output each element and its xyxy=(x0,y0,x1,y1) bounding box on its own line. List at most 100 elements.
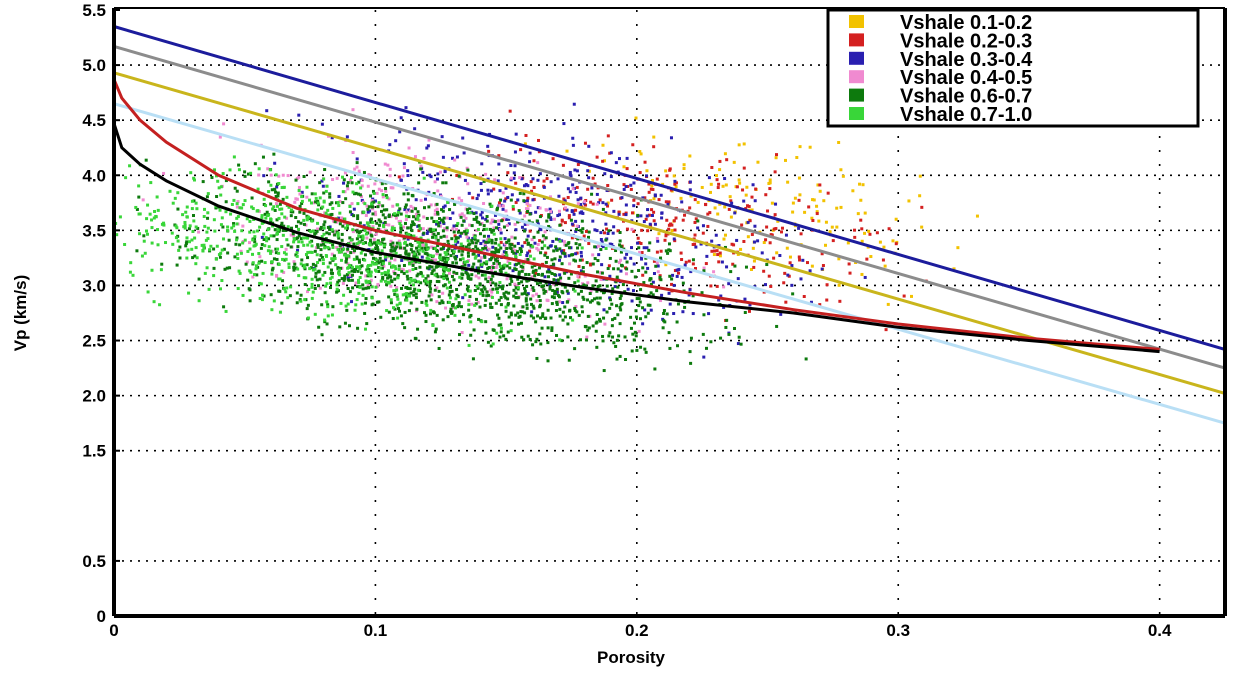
data-point xyxy=(540,240,544,244)
data-point xyxy=(360,238,364,242)
data-point xyxy=(398,221,402,225)
data-point xyxy=(407,309,411,313)
data-point xyxy=(709,182,713,186)
data-point xyxy=(657,198,661,202)
data-point xyxy=(389,279,393,283)
data-point xyxy=(382,264,386,268)
data-point xyxy=(353,268,357,272)
data-point xyxy=(170,231,174,235)
data-point xyxy=(619,245,623,249)
data-point xyxy=(574,252,578,256)
data-point xyxy=(790,264,794,268)
data-point xyxy=(710,239,714,243)
data-point xyxy=(286,174,290,178)
data-point xyxy=(536,161,540,165)
data-point xyxy=(608,298,612,302)
data-point xyxy=(512,171,516,175)
data-point xyxy=(264,216,268,220)
data-point xyxy=(487,240,491,244)
data-point xyxy=(299,237,303,241)
data-point xyxy=(364,297,368,301)
data-point xyxy=(343,171,347,175)
data-point xyxy=(403,208,407,212)
data-point xyxy=(428,284,432,288)
data-point xyxy=(514,200,518,204)
data-point xyxy=(396,273,400,277)
data-point xyxy=(328,286,332,290)
data-point xyxy=(297,227,301,231)
data-point xyxy=(625,167,629,171)
data-point xyxy=(306,303,310,307)
data-point xyxy=(262,197,266,201)
data-point xyxy=(884,328,888,332)
data-point xyxy=(430,293,434,297)
data-point xyxy=(386,163,390,167)
data-point xyxy=(528,337,532,341)
data-point xyxy=(536,206,540,210)
data-point xyxy=(240,206,244,210)
data-point xyxy=(595,229,599,233)
data-point xyxy=(284,290,288,294)
data-point xyxy=(295,301,299,305)
data-point xyxy=(393,258,397,262)
data-point xyxy=(497,154,501,158)
data-point xyxy=(416,249,420,253)
data-point xyxy=(429,203,433,207)
data-point xyxy=(343,217,347,221)
data-point xyxy=(280,212,284,216)
data-point xyxy=(614,161,618,165)
data-point xyxy=(437,280,441,284)
data-point xyxy=(752,259,756,263)
data-point xyxy=(372,191,376,195)
data-point xyxy=(475,284,479,288)
data-point xyxy=(547,268,551,272)
data-point xyxy=(632,338,636,342)
data-point xyxy=(528,229,532,233)
data-point xyxy=(597,253,601,257)
data-point xyxy=(716,253,720,257)
data-point xyxy=(641,322,645,326)
data-point xyxy=(340,232,344,236)
data-point xyxy=(720,260,724,264)
data-point xyxy=(642,281,646,285)
data-point xyxy=(389,298,393,302)
data-point xyxy=(338,244,342,248)
data-point xyxy=(472,328,476,332)
data-point xyxy=(647,213,651,217)
data-point xyxy=(311,268,315,272)
data-point xyxy=(401,293,405,297)
data-point xyxy=(494,265,498,269)
data-point xyxy=(381,213,385,217)
data-point xyxy=(654,264,658,268)
data-point xyxy=(324,211,328,215)
data-point xyxy=(277,174,281,178)
data-point xyxy=(315,229,319,233)
data-point xyxy=(565,208,569,212)
data-point xyxy=(555,333,559,337)
data-point xyxy=(373,182,377,186)
data-point xyxy=(616,313,620,317)
data-point xyxy=(352,242,356,246)
data-point xyxy=(480,216,484,220)
data-point xyxy=(396,316,400,320)
data-point xyxy=(394,139,398,143)
data-point xyxy=(691,258,695,262)
data-point xyxy=(278,289,282,293)
data-point xyxy=(388,174,392,178)
data-point xyxy=(467,263,471,267)
data-point xyxy=(524,183,528,187)
data-point xyxy=(464,227,468,231)
data-point xyxy=(484,331,488,335)
data-point xyxy=(415,246,419,250)
data-point xyxy=(243,170,247,174)
data-point xyxy=(669,188,673,192)
data-point xyxy=(358,221,362,225)
data-point xyxy=(366,284,370,288)
data-point xyxy=(351,190,355,194)
data-point xyxy=(451,156,455,160)
data-point xyxy=(276,191,280,195)
data-point xyxy=(652,135,656,139)
data-point xyxy=(442,234,446,238)
data-point xyxy=(260,214,264,218)
data-point xyxy=(515,296,519,300)
